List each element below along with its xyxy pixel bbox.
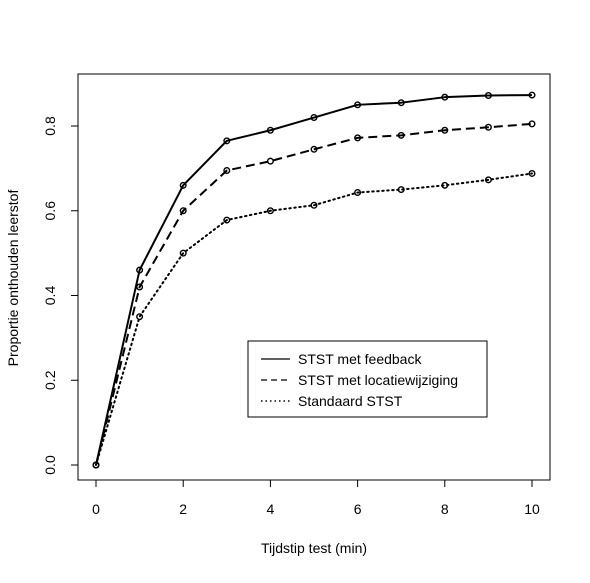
data-point — [397, 131, 405, 139]
data-point — [179, 249, 187, 257]
data-point — [528, 120, 536, 128]
data-point — [354, 101, 362, 109]
data-point — [528, 169, 536, 177]
data-point — [310, 145, 318, 153]
legend: STST met feedback STST met locatiewijzigi… — [247, 340, 488, 418]
series-group — [92, 91, 536, 469]
axes: 0 2 4 6 8 10 0.0 0.2 0.4 0.6 0.8 — [42, 116, 540, 517]
data-point — [223, 166, 231, 174]
data-point — [179, 181, 187, 189]
data-point — [266, 207, 274, 215]
data-point — [136, 313, 144, 321]
data-point — [441, 181, 449, 189]
data-point — [310, 201, 318, 209]
series-line-1 — [95, 94, 533, 466]
x-tick-label: 10 — [524, 501, 540, 517]
data-point — [92, 461, 100, 469]
legend-box — [247, 340, 488, 418]
x-tick-label: 2 — [179, 501, 187, 517]
plot-frame — [77, 73, 551, 481]
legend-label-1: STST met feedback — [298, 351, 422, 367]
series-line-2 — [95, 122, 533, 466]
data-point — [441, 93, 449, 101]
x-tick-label: 0 — [92, 501, 100, 517]
data-point — [310, 114, 318, 122]
data-point — [397, 186, 405, 194]
y-tick-label: 0.8 — [42, 116, 58, 136]
data-point — [354, 189, 362, 197]
y-tick-label: 0.6 — [42, 201, 58, 221]
data-point — [179, 207, 187, 215]
data-point — [528, 91, 536, 99]
data-point — [136, 266, 144, 274]
data-point — [266, 126, 274, 134]
x-tick-label: 6 — [354, 501, 362, 517]
y-tick-label: 0.0 — [42, 455, 58, 475]
data-point — [354, 134, 362, 142]
y-axis-label: Proportie onthouden leerstof — [5, 190, 21, 367]
y-tick-label: 0.4 — [42, 286, 58, 306]
legend-label-3: Standaard STST — [298, 393, 403, 409]
x-tick-label: 8 — [441, 501, 449, 517]
data-point — [136, 283, 144, 291]
data-point — [223, 216, 231, 224]
data-point — [223, 137, 231, 145]
legend-label-2: STST met locatiewijziging — [298, 372, 458, 388]
x-axis-label: Tijdstip test (min) — [261, 540, 367, 556]
x-tick-label: 4 — [267, 501, 275, 517]
data-point — [484, 176, 492, 184]
series-line-3 — [95, 172, 533, 466]
data-point — [484, 123, 492, 131]
y-tick-label: 0.2 — [42, 370, 58, 390]
data-point — [266, 157, 274, 165]
data-point — [441, 126, 449, 134]
data-point — [397, 99, 405, 107]
data-point — [484, 91, 492, 99]
